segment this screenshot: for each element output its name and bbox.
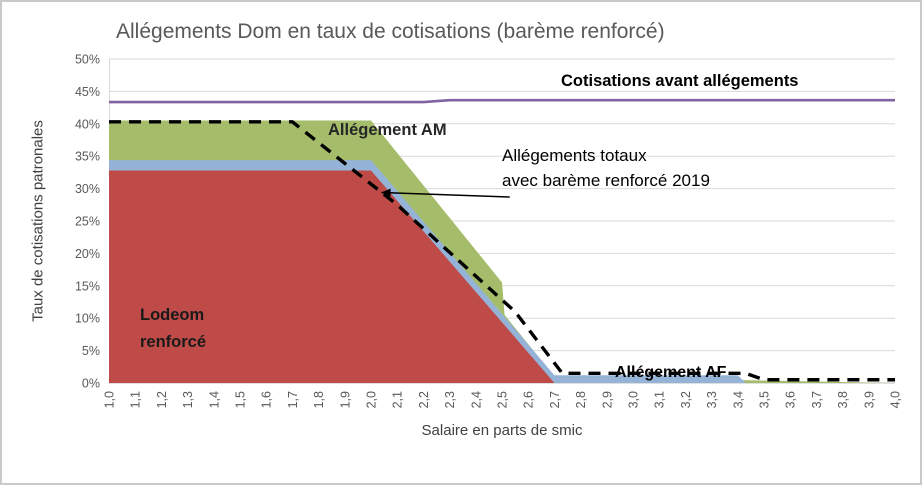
svg-text:20%: 20%	[75, 247, 100, 261]
svg-text:1,0: 1,0	[103, 391, 117, 408]
svg-text:3,0: 3,0	[627, 391, 641, 408]
svg-text:3,7: 3,7	[810, 391, 824, 408]
svg-text:3,6: 3,6	[784, 391, 798, 408]
svg-text:1,9: 1,9	[338, 391, 352, 408]
svg-text:3,4: 3,4	[731, 391, 745, 408]
svg-text:2,2: 2,2	[417, 391, 431, 408]
svg-text:1,8: 1,8	[312, 391, 326, 408]
label-cotisations-avant-allegements: Cotisations avant allégements	[561, 72, 799, 90]
chart-title: Allégements Dom en taux de cotisations (…	[116, 20, 665, 43]
svg-text:35%: 35%	[75, 150, 100, 164]
label-allegement-af: Allégement AF	[615, 364, 727, 381]
svg-text:3,5: 3,5	[758, 391, 772, 408]
svg-text:45%: 45%	[75, 85, 100, 99]
svg-text:1,6: 1,6	[260, 391, 274, 408]
svg-text:50%: 50%	[75, 53, 100, 67]
svg-text:1,4: 1,4	[207, 391, 221, 408]
label-lodeom-line1: Lodeom	[140, 306, 205, 324]
svg-text:2,1: 2,1	[391, 391, 405, 408]
svg-text:1,5: 1,5	[234, 391, 248, 408]
svg-text:5%: 5%	[82, 344, 100, 358]
svg-text:0%: 0%	[82, 377, 100, 391]
svg-text:2,0: 2,0	[365, 391, 379, 408]
label-lodeom-renforce: Lodeom renforcé	[140, 302, 206, 356]
y-axis-title: Taux de cotisations patronales	[29, 120, 47, 322]
svg-text:3,3: 3,3	[705, 391, 719, 408]
x-axis-title: Salaire en parts de smic	[421, 422, 583, 439]
svg-text:3,8: 3,8	[836, 391, 850, 408]
svg-text:1,7: 1,7	[286, 391, 300, 408]
label-lodeom-line2: renforcé	[140, 333, 207, 351]
label-allegements-totaux-line2: avec barème renforcé 2019	[502, 171, 710, 190]
svg-text:2,7: 2,7	[548, 391, 562, 408]
label-allegements-totaux-line1: Allégements totaux	[502, 146, 647, 165]
svg-text:1,1: 1,1	[129, 391, 143, 408]
svg-text:40%: 40%	[75, 117, 100, 131]
svg-text:2,5: 2,5	[496, 391, 510, 408]
svg-text:15%: 15%	[75, 279, 100, 293]
svg-text:2,8: 2,8	[574, 391, 588, 408]
svg-text:2,3: 2,3	[443, 391, 457, 408]
svg-text:3,2: 3,2	[679, 391, 693, 408]
svg-text:4,0: 4,0	[889, 391, 903, 408]
label-allegement-am: Allégement AM	[328, 121, 447, 139]
svg-text:2,9: 2,9	[600, 391, 614, 408]
svg-text:1,3: 1,3	[181, 391, 195, 408]
svg-text:2,4: 2,4	[469, 391, 483, 408]
svg-text:30%: 30%	[75, 182, 100, 196]
svg-text:3,9: 3,9	[862, 391, 876, 408]
svg-text:3,1: 3,1	[653, 391, 667, 408]
svg-text:2,6: 2,6	[522, 391, 536, 408]
svg-text:1,2: 1,2	[155, 391, 169, 408]
svg-text:10%: 10%	[75, 312, 100, 326]
svg-text:25%: 25%	[75, 215, 100, 229]
label-allegements-totaux: Allégements totaux avec barème renforcé …	[502, 143, 710, 193]
